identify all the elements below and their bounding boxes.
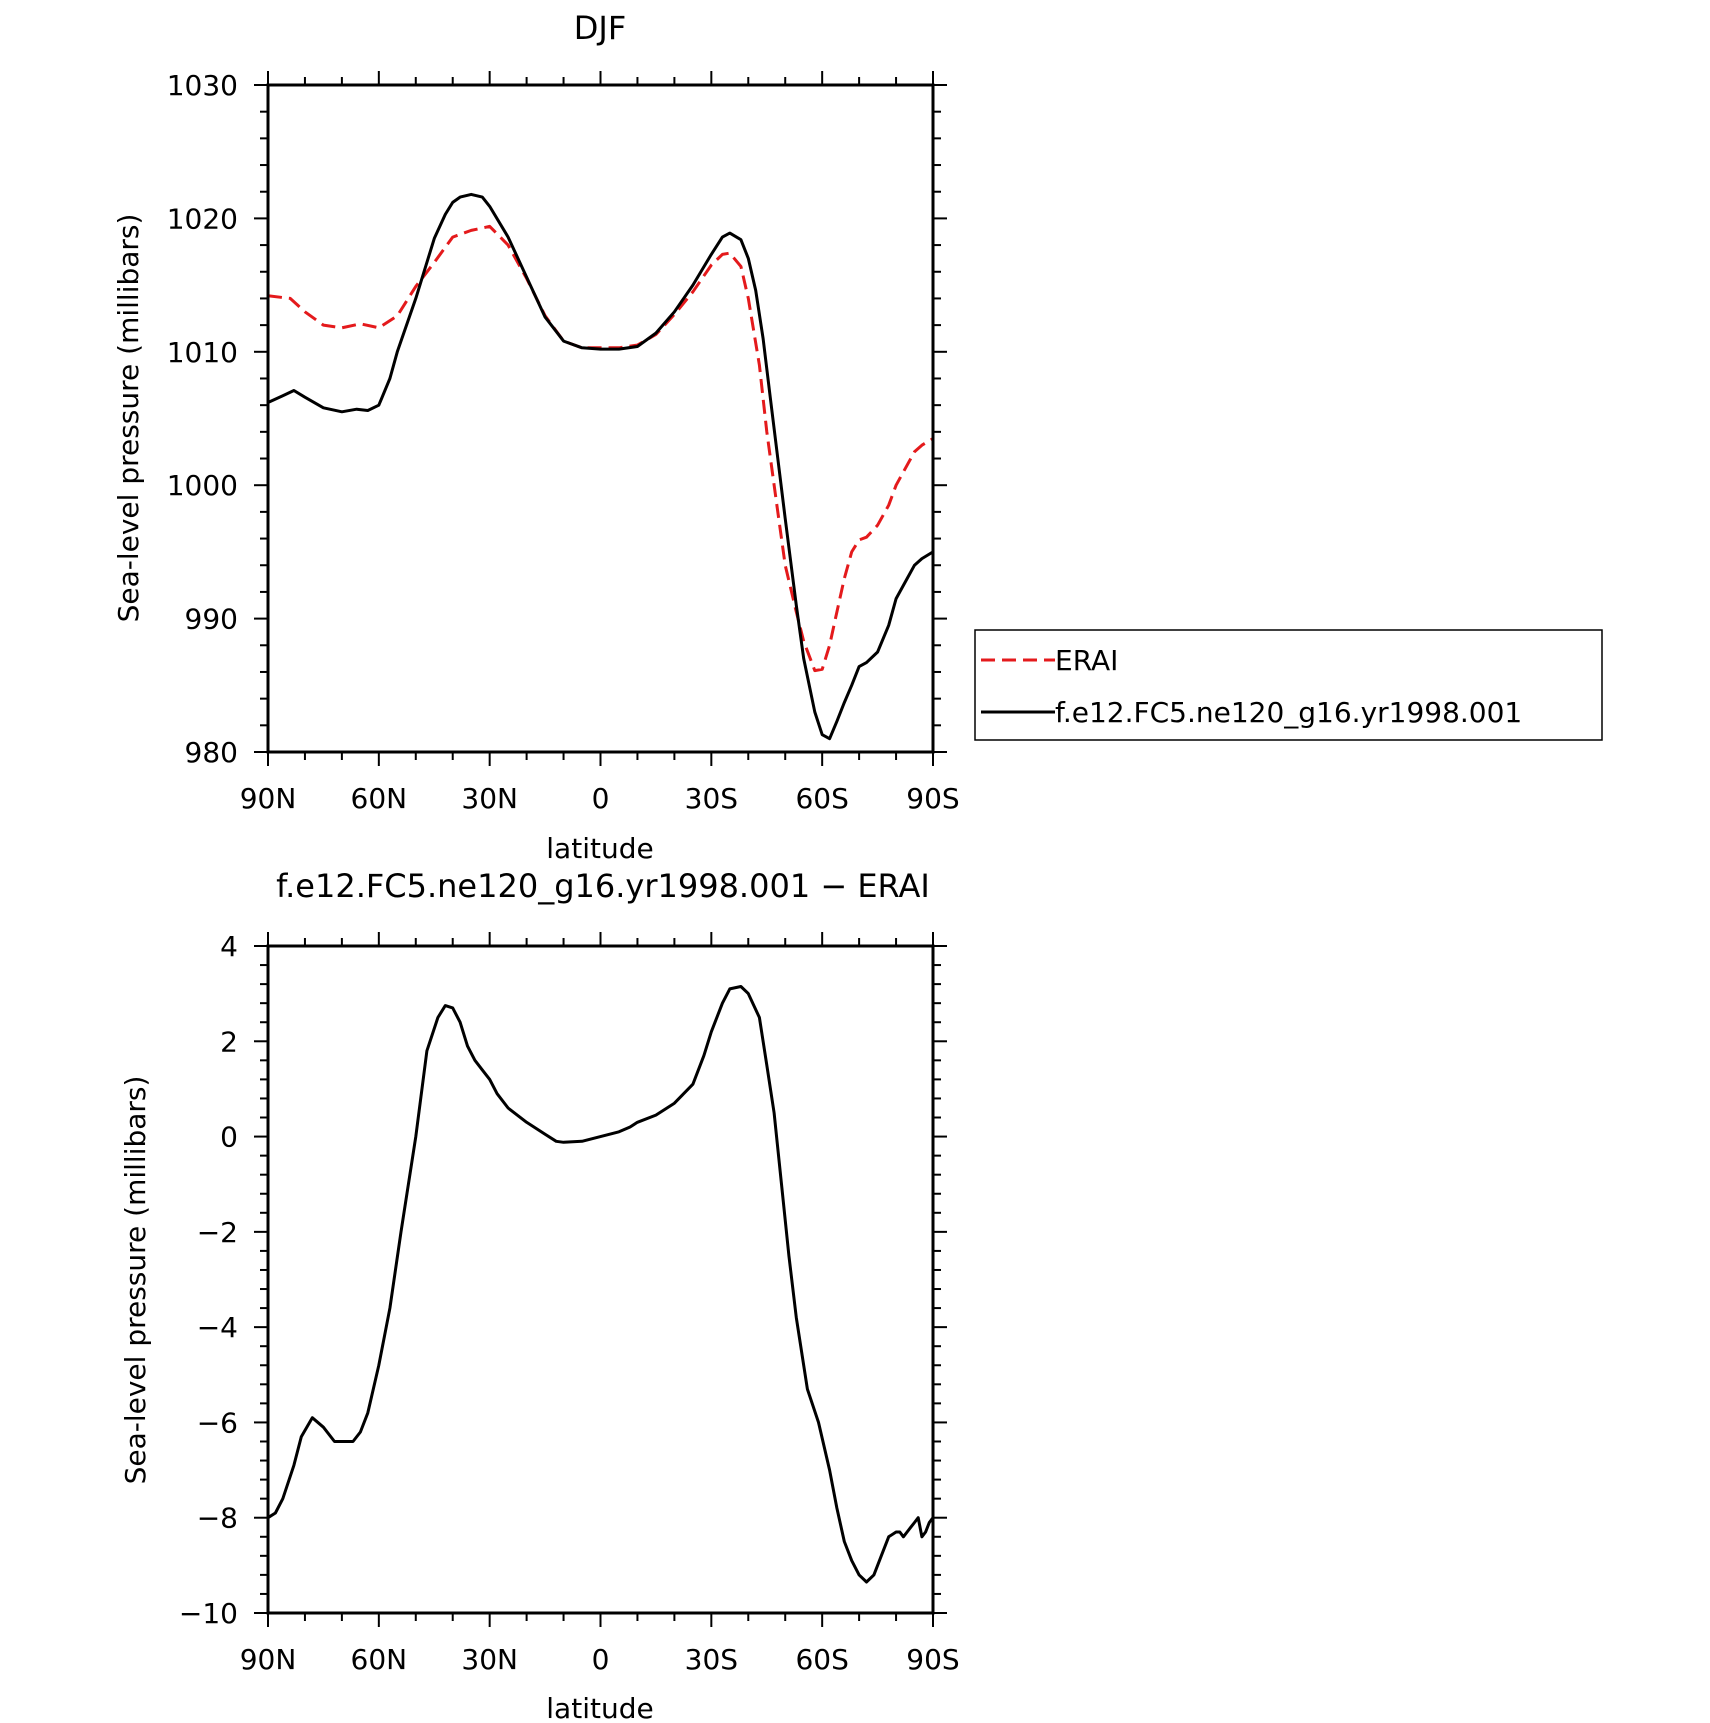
djf-y-tick-label: 1010	[167, 336, 238, 369]
difference-x-tick-label: 0	[592, 1643, 610, 1676]
difference-panel: f.e12.FC5.ne120_g16.yr1998.001 − ERAI 90…	[119, 867, 960, 1723]
difference-y-tick-label: 2	[220, 1025, 238, 1058]
djf-y-tick-label: 1030	[167, 69, 238, 102]
djf-x-tick-label: 60S	[795, 782, 848, 815]
difference-y-tick-label: 4	[220, 930, 238, 963]
legend: ERAI f.e12.FC5.ne120_g16.yr1998.001	[974, 629, 1603, 741]
djf-series-line-0	[267, 224, 934, 673]
djf-x-tick-label: 0	[592, 782, 610, 815]
difference-series-line-0	[267, 985, 935, 1584]
difference-x-tick-label: 30N	[461, 1643, 518, 1676]
djf-panel: DJF 90N 60N 30N 0 30S 60S 90S 980 990 1000 1010 10…	[112, 9, 1603, 865]
djf-y-tick-label: 980	[185, 736, 238, 769]
difference-y-tick-label: −2	[197, 1216, 238, 1249]
legend-label-model: f.e12.FC5.ne120_g16.yr1998.001	[1055, 696, 1522, 729]
difference-y-tick-label: −6	[197, 1406, 238, 1439]
djf-x-tick-label: 30N	[461, 782, 518, 815]
difference-y-tick-label: −8	[197, 1502, 238, 1535]
difference-y-tick-label: 0	[220, 1121, 238, 1154]
difference-x-tick-label: 90S	[906, 1643, 959, 1676]
djf-y-tick-label: 990	[185, 603, 238, 636]
x-axis-label-difference: latitude	[546, 1692, 653, 1723]
difference-x-tick-label: 30S	[685, 1643, 738, 1676]
chart-title-djf: DJF	[574, 9, 626, 47]
x-axis-label-djf: latitude	[546, 832, 653, 865]
legend-box	[974, 629, 1603, 741]
chart-title-difference: f.e12.FC5.ne120_g16.yr1998.001 − ERAI	[276, 867, 930, 905]
y-axis-label-djf: Sea-level pressure (millibars)	[112, 214, 145, 623]
difference-x-tick-label: 90N	[240, 1643, 297, 1676]
djf-y-tick-label: 1020	[167, 202, 238, 235]
djf-y-tick-label: 1000	[167, 469, 238, 502]
difference-y-tick-label: −10	[179, 1597, 238, 1630]
difference-x-tick-label: 60N	[351, 1643, 408, 1676]
plot-frame-difference	[266, 944, 935, 1615]
djf-x-tick-label: 90S	[906, 782, 959, 815]
djf-x-tick-label: 30S	[685, 782, 738, 815]
plot-frame-djf	[266, 83, 935, 754]
y-axis-label-difference: Sea-level pressure (millibars)	[119, 1076, 152, 1485]
djf-x-tick-label: 90N	[240, 782, 297, 815]
legend-label-erai: ERAI	[1055, 644, 1118, 677]
djf-x-tick-label: 60N	[351, 782, 408, 815]
difference-x-tick-label: 60S	[795, 1643, 848, 1676]
difference-y-tick-label: −4	[197, 1311, 238, 1344]
djf-series-line-1	[267, 192, 934, 741]
